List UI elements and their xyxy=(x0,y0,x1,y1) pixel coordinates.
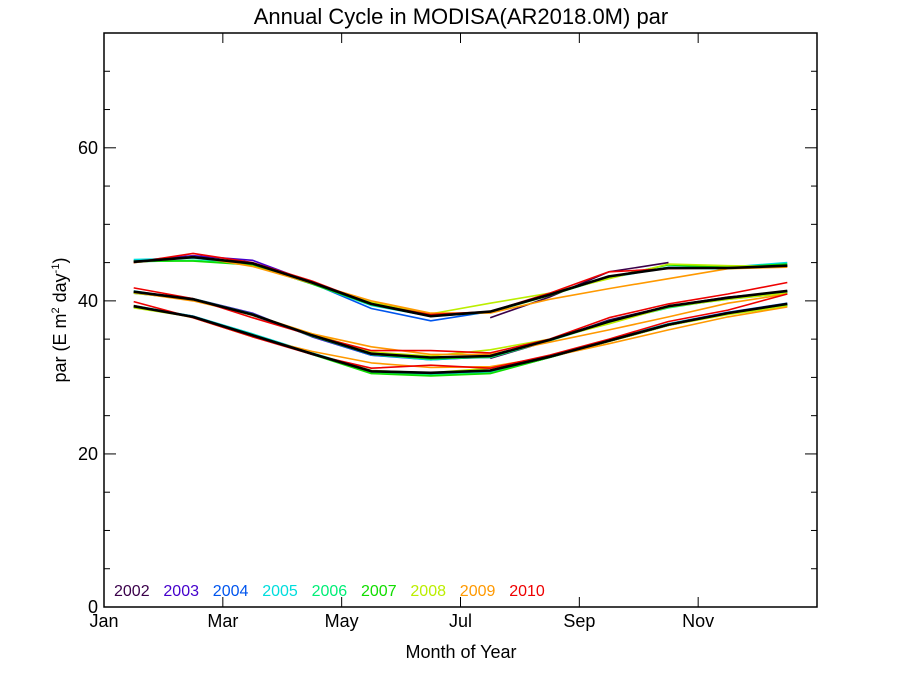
x-tick-label-Sep: Sep xyxy=(563,611,595,631)
legend: 2002 2003 2004 2005 2006 2007 2008 2009 2010 xyxy=(114,583,545,600)
y-axis-label-end: ) xyxy=(50,258,70,264)
y-tick-label-20: 20 xyxy=(78,444,98,464)
line-2006-2 xyxy=(133,303,788,376)
axis-ticks xyxy=(103,32,817,608)
y-axis-label: par (E m2 day-1) xyxy=(50,258,70,383)
x-tick-label-Nov: Nov xyxy=(682,611,714,631)
line-mean-1 xyxy=(133,289,788,359)
line-mean-0 xyxy=(133,255,788,318)
x-tick-label-Mar: Mar xyxy=(207,611,238,631)
line-2009-1 xyxy=(133,291,788,356)
y-tick-label-0: 0 xyxy=(88,597,98,617)
line-2010-1 xyxy=(133,281,788,354)
legend-item-2003: 2003 xyxy=(163,583,199,600)
line-2003-0 xyxy=(133,254,491,316)
line-2010-2 xyxy=(133,293,788,370)
series-2009 xyxy=(133,255,788,369)
legend-item-2006: 2006 xyxy=(312,583,348,600)
x-tick-label-May: May xyxy=(325,611,359,631)
legend-item-2005: 2005 xyxy=(262,583,298,600)
line-mean-2 xyxy=(133,302,788,375)
series-2002 xyxy=(489,261,788,374)
legend-item-2010: 2010 xyxy=(509,583,545,600)
line-2003-1 xyxy=(133,290,491,360)
y-axis-label-base: par (E m xyxy=(50,313,70,382)
x-tick-label-Jan: Jan xyxy=(89,611,118,631)
series-mean xyxy=(133,255,788,375)
legend-item-2007: 2007 xyxy=(361,583,397,600)
y-axis-label-mid: day xyxy=(50,273,70,307)
x-axis-label: Month of Year xyxy=(405,642,516,662)
legend-item-2009: 2009 xyxy=(460,583,496,600)
tick-labels: Jan Mar May Jul Sep Nov 0 20 40 60 xyxy=(78,138,714,631)
series-layer xyxy=(133,252,788,377)
y-tick-label-60: 60 xyxy=(78,138,98,158)
legend-item-2008: 2008 xyxy=(410,583,446,600)
legend-item-2002: 2002 xyxy=(114,583,150,600)
y-axis-label-sup-1: 2 xyxy=(50,307,62,313)
y-tick-label-40: 40 xyxy=(78,291,98,311)
x-tick-label-Jul: Jul xyxy=(449,611,472,631)
legend-item-2004: 2004 xyxy=(213,583,249,600)
y-axis-label-sup-2: -1 xyxy=(50,264,62,274)
series-2010 xyxy=(133,252,788,370)
chart-title: Annual Cycle in MODISA(AR2018.0M) par xyxy=(254,4,669,29)
